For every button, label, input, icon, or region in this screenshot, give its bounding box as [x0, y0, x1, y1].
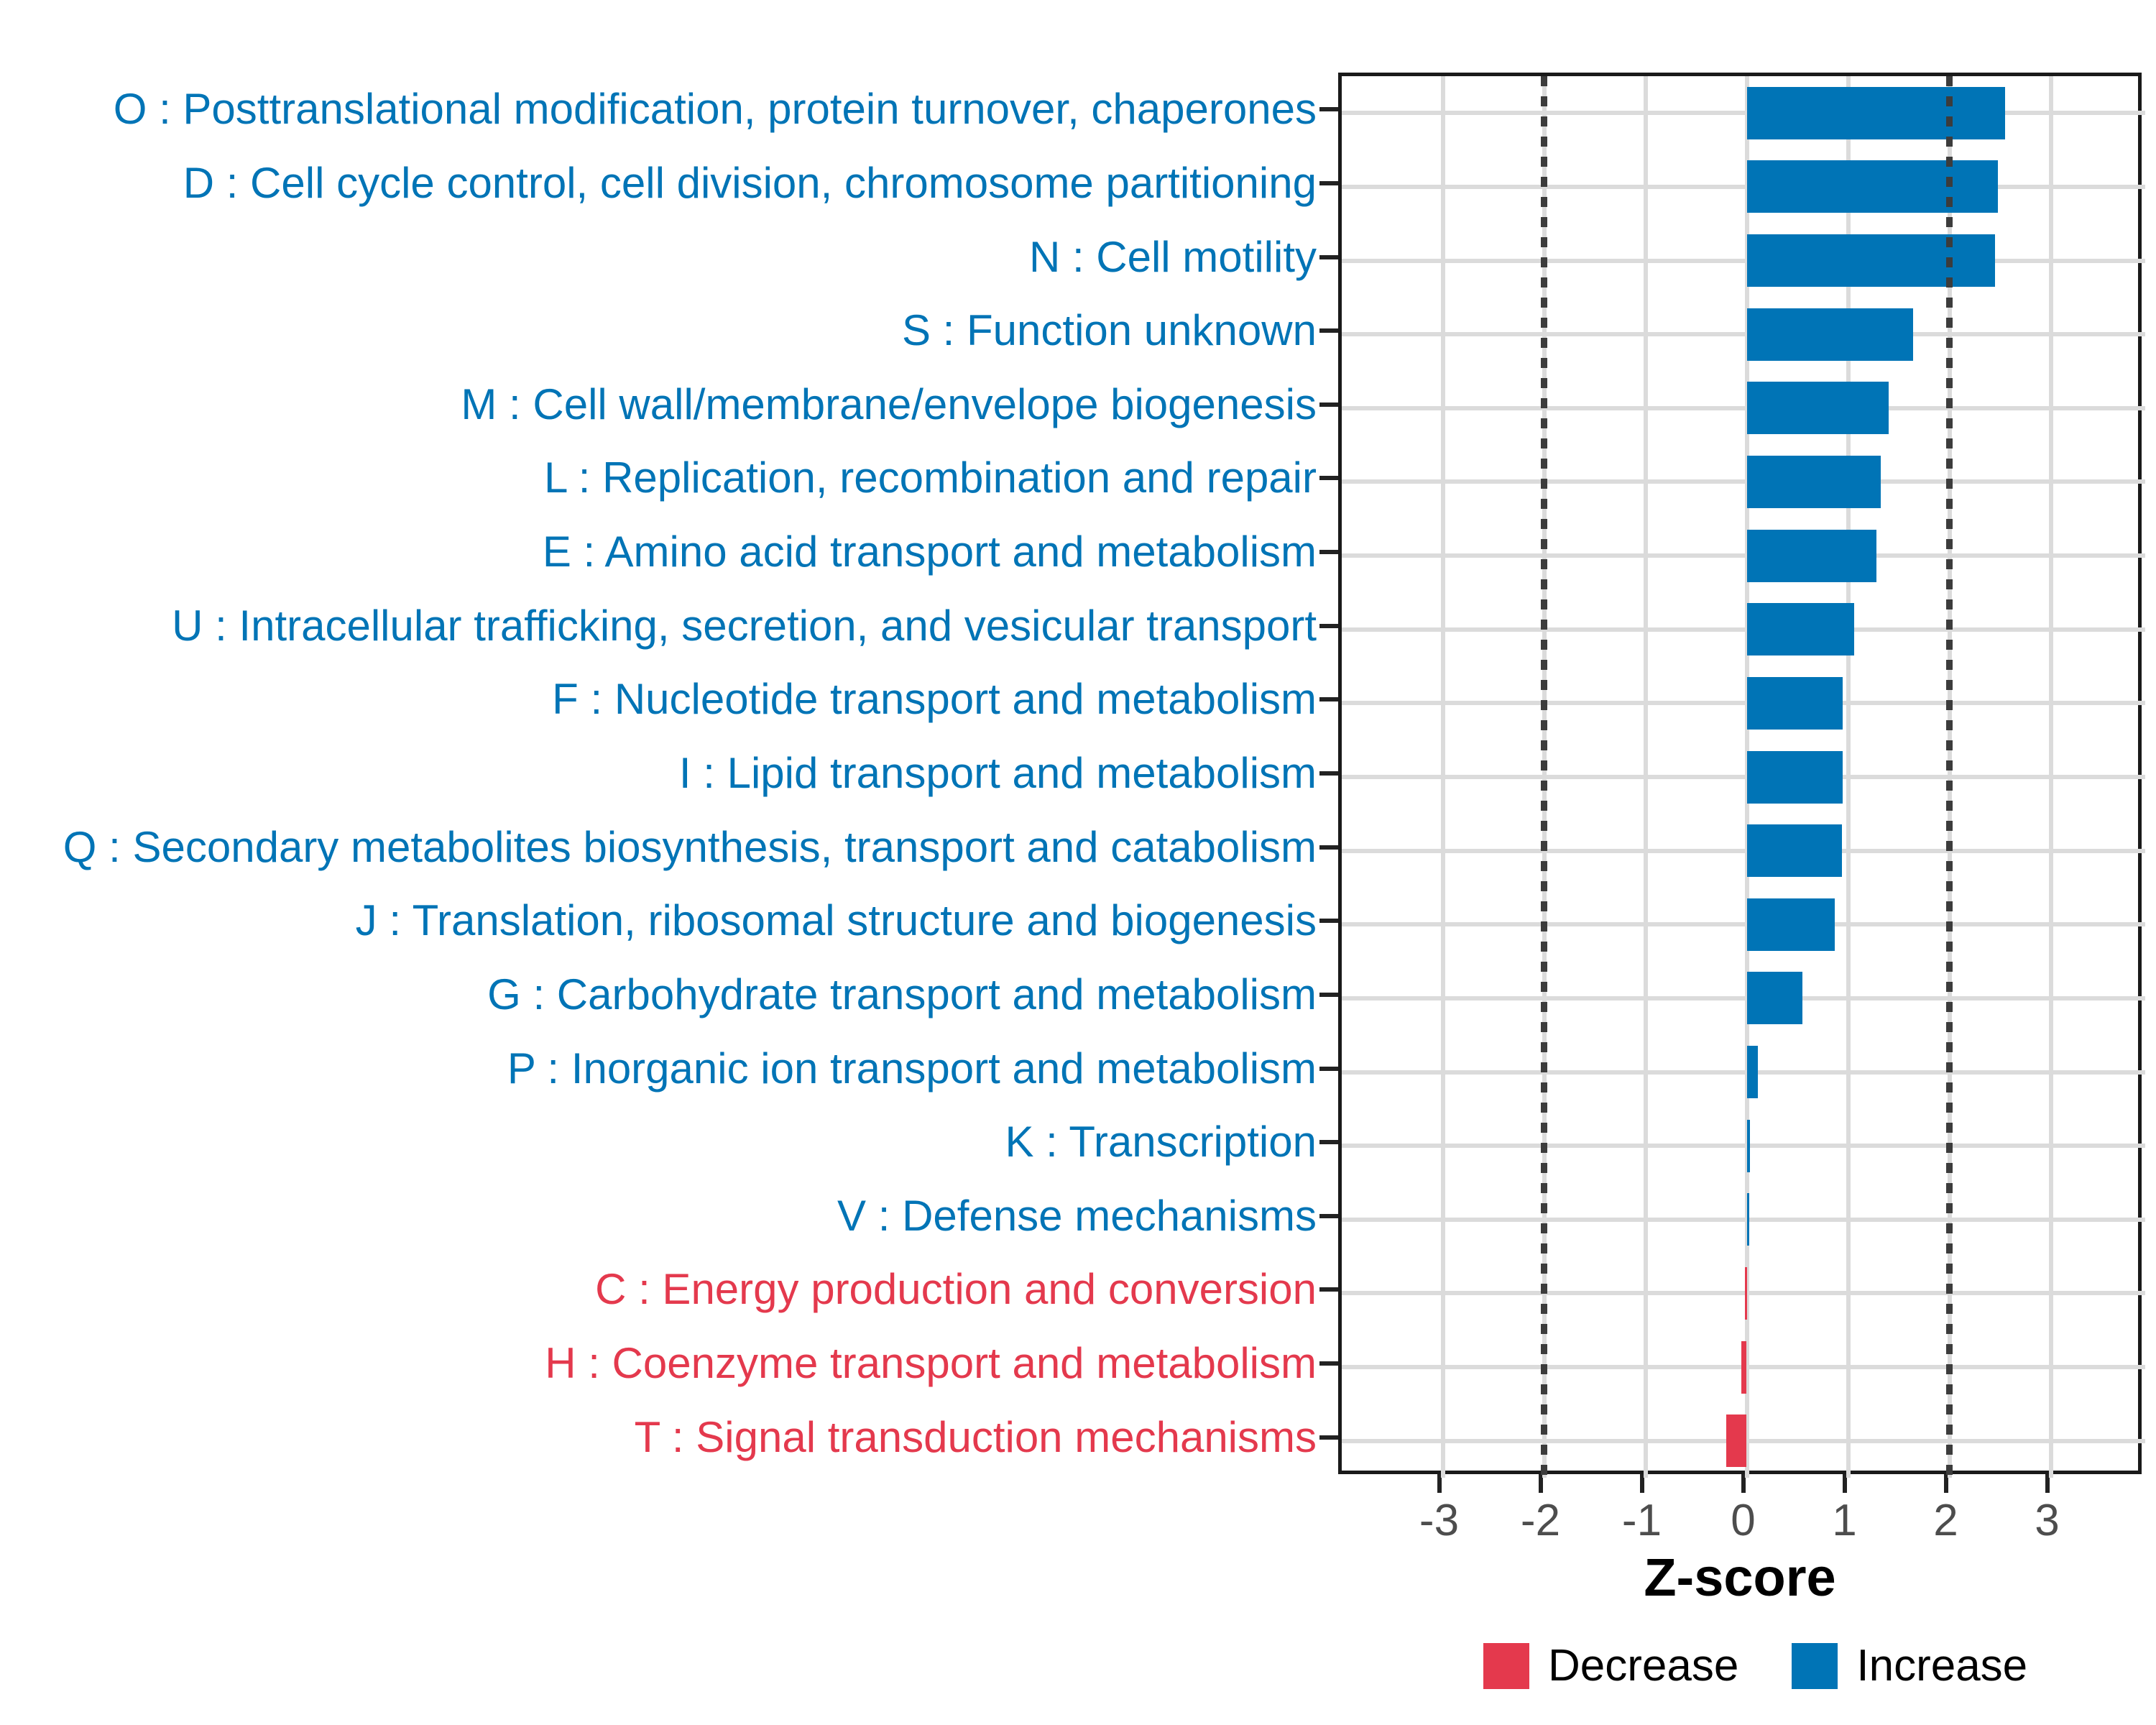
bar-U	[1746, 603, 1854, 656]
x-tick-label: 3	[2035, 1496, 2060, 1545]
category-label: Q : Secondary metabolites biosynthesis, …	[63, 822, 1317, 871]
bar-O	[1746, 86, 2006, 139]
x-axis-tick	[1842, 1474, 1847, 1493]
legend: Decrease Increase	[1483, 1643, 2027, 1689]
category-label: V : Defense mechanisms	[837, 1191, 1317, 1240]
horizontal-gridline	[1342, 995, 2145, 1000]
category-label: L : Replication, recombination and repai…	[543, 454, 1317, 502]
bar-V	[1746, 1193, 1749, 1246]
category-label: U : Intracellular trafficking, secretion…	[172, 601, 1317, 650]
horizontal-gridline	[1342, 627, 2145, 632]
x-tick-label: 0	[1731, 1496, 1756, 1545]
category-label: J : Translation, ribosomal structure and…	[355, 896, 1317, 945]
bar-N	[1746, 234, 1995, 288]
x-tick-label: -3	[1419, 1496, 1460, 1545]
horizontal-gridline	[1342, 1144, 2145, 1149]
category-label: P : Inorganic ion transport and metaboli…	[507, 1044, 1317, 1092]
y-axis-tick	[1319, 992, 1338, 997]
horizontal-gridline	[1342, 553, 2145, 558]
y-axis-tick	[1319, 771, 1338, 776]
category-label: N : Cell motility	[1028, 232, 1317, 281]
category-label: D : Cell cycle control, cell division, c…	[183, 158, 1317, 207]
horizontal-gridline	[1342, 701, 2145, 706]
y-axis-tick	[1319, 919, 1338, 924]
y-axis-tick	[1319, 550, 1338, 555]
y-axis-tick	[1319, 476, 1338, 481]
x-tick-label: -2	[1520, 1496, 1561, 1545]
increase-legend-label: Increase	[1856, 1641, 2028, 1690]
increase-legend-swatch	[1792, 1643, 1838, 1689]
category-label: I : Lipid transport and metabolism	[678, 749, 1317, 797]
y-axis-tick	[1319, 1213, 1338, 1218]
bar-I	[1746, 750, 1843, 804]
y-axis-tick	[1319, 1287, 1338, 1292]
plot-panel	[1338, 73, 2145, 1478]
x-axis-tick	[1741, 1474, 1746, 1493]
x-axis-tick	[1437, 1474, 1442, 1493]
horizontal-gridline	[1342, 111, 2145, 116]
x-axis-tick	[1639, 1474, 1644, 1493]
bar-G	[1746, 972, 1803, 1025]
y-axis-tick	[1319, 328, 1338, 334]
x-axis-tick	[1943, 1474, 1948, 1493]
horizontal-gridline	[1342, 848, 2145, 853]
bar-K	[1746, 1119, 1750, 1172]
bar-E	[1746, 529, 1876, 582]
category-label: S : Function unknown	[901, 306, 1317, 355]
y-axis-tick	[1319, 697, 1338, 702]
category-label: M : Cell wall/membrane/envelope biogenes…	[461, 380, 1317, 428]
horizontal-gridline	[1342, 184, 2145, 189]
bar-P	[1746, 1046, 1758, 1099]
x-tick-label: 1	[1832, 1496, 1857, 1545]
bar-C	[1744, 1266, 1747, 1320]
y-axis-tick	[1319, 402, 1338, 407]
horizontal-gridline	[1342, 405, 2145, 410]
y-axis-tick	[1319, 845, 1338, 850]
category-label: O : Posttranslational modification, prot…	[113, 85, 1317, 134]
category-label: E : Amino acid transport and metabolism	[542, 528, 1317, 576]
horizontal-gridline	[1342, 775, 2145, 779]
x-axis-tick	[1538, 1474, 1543, 1493]
bar-L	[1746, 455, 1881, 508]
horizontal-gridline	[1342, 922, 2145, 927]
y-axis-tick	[1319, 107, 1338, 112]
x-tick-label: -1	[1621, 1496, 1662, 1545]
decrease-legend-swatch	[1483, 1643, 1529, 1689]
y-axis-tick	[1319, 1435, 1338, 1440]
x-axis-tick	[2045, 1474, 2050, 1493]
y-axis-tick	[1319, 1361, 1338, 1366]
horizontal-gridline	[1342, 1291, 2145, 1296]
bar-H	[1741, 1340, 1747, 1394]
x-axis-title: Z-score	[1644, 1547, 1836, 1607]
horizontal-gridline	[1342, 1070, 2145, 1075]
bar-Q	[1746, 824, 1843, 878]
y-axis-tick	[1319, 254, 1338, 259]
bar-D	[1746, 160, 1999, 213]
reference-line	[1541, 76, 1547, 1478]
bar-S	[1746, 308, 1913, 361]
y-axis-tick	[1319, 623, 1338, 628]
category-label: T : Signal transduction mechanisms	[634, 1412, 1317, 1461]
horizontal-gridline	[1342, 332, 2145, 337]
category-label: K : Transcription	[1005, 1118, 1317, 1167]
bar-M	[1746, 382, 1889, 435]
bar-J	[1746, 898, 1835, 951]
reference-line	[1946, 76, 1953, 1478]
bar-T	[1726, 1414, 1747, 1468]
horizontal-gridline	[1342, 1217, 2145, 1222]
category-label: C : Energy production and conversion	[595, 1265, 1317, 1314]
decrease-legend-label: Decrease	[1548, 1641, 1739, 1690]
x-tick-label: 2	[1933, 1496, 1958, 1545]
category-label: F : Nucleotide transport and metabolism	[552, 675, 1317, 724]
horizontal-gridline	[1342, 258, 2145, 263]
horizontal-gridline	[1342, 479, 2145, 484]
y-axis-tick	[1319, 1066, 1338, 1071]
y-axis-tick	[1319, 180, 1338, 185]
category-label: G : Carbohydrate transport and metabolis…	[487, 970, 1317, 1018]
category-label: H : Coenzyme transport and metabolism	[545, 1339, 1317, 1388]
bar-F	[1746, 676, 1843, 730]
y-axis-tick	[1319, 1140, 1338, 1145]
